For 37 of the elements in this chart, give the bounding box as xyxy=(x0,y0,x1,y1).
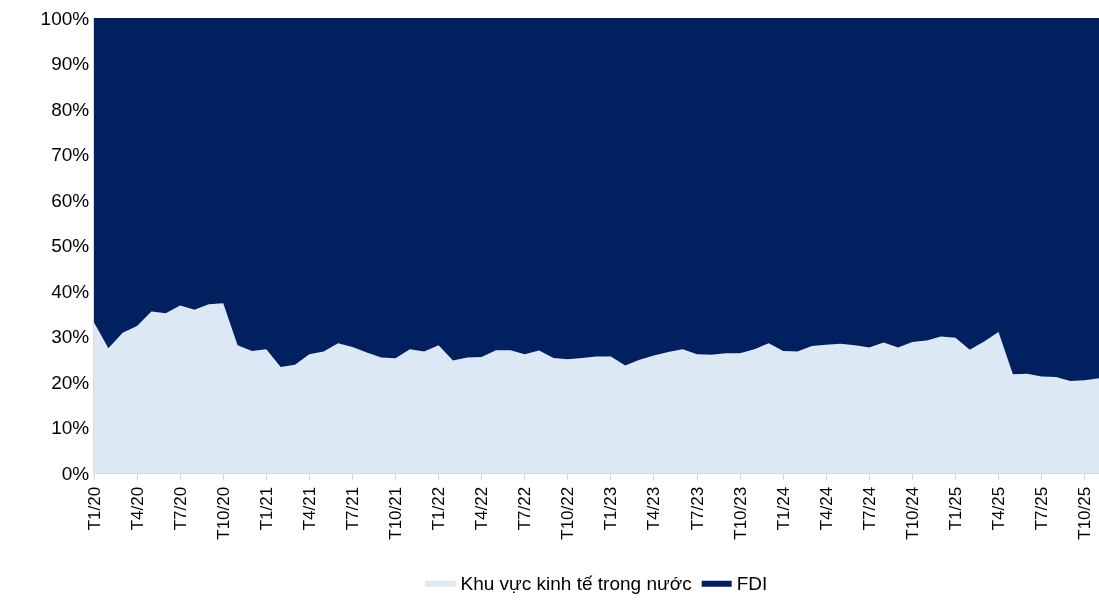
y-tick-label: 90% xyxy=(51,53,90,75)
x-tick-label: T1/23 xyxy=(601,486,621,531)
x-tick-label: T4/21 xyxy=(299,486,319,531)
y-tick-label: 10% xyxy=(51,417,90,439)
x-tick-label: T1/25 xyxy=(945,486,965,531)
x-tick-label: T1/22 xyxy=(429,486,449,531)
y-tick-label: 50% xyxy=(51,235,90,257)
x-tick-label: T10/22 xyxy=(558,486,578,540)
x-tick-label: T10/21 xyxy=(386,486,406,540)
y-tick-label: 80% xyxy=(51,98,90,120)
y-tick-label: 20% xyxy=(51,371,90,393)
x-tick-label: T10/20 xyxy=(213,486,233,540)
x-tick-label: T7/23 xyxy=(687,486,707,531)
x-tick-label: T10/25 xyxy=(1075,486,1095,540)
x-tick-label: T10/24 xyxy=(902,486,922,540)
y-tick-label: 30% xyxy=(51,326,90,348)
x-tick-label: T4/22 xyxy=(472,486,492,531)
y-tick-label: 60% xyxy=(51,189,90,211)
x-tick-label: T7/21 xyxy=(342,486,362,531)
x-tick-label: T4/24 xyxy=(816,486,836,531)
x-tick-label: T7/24 xyxy=(859,486,879,531)
x-tick-label: T1/21 xyxy=(256,486,276,531)
y-tick-label: 40% xyxy=(51,280,90,302)
x-tick-label: T1/20 xyxy=(84,486,104,531)
x-tick-label: T10/23 xyxy=(730,486,750,540)
legend-label: Khu vực kinh tế trong nước xyxy=(460,573,692,595)
y-tick-label: 0% xyxy=(61,462,90,484)
x-tick-label: T7/25 xyxy=(1032,486,1052,531)
x-tick-label: T4/25 xyxy=(989,486,1009,531)
legend-label: FDI xyxy=(736,573,768,595)
x-tick-label: T7/20 xyxy=(170,486,190,531)
y-tick-label: 70% xyxy=(51,144,90,166)
x-tick-label: T4/20 xyxy=(127,486,147,531)
x-tick-label: T1/24 xyxy=(773,486,793,531)
y-tick-label: 100% xyxy=(40,7,90,29)
x-tick-label: T7/22 xyxy=(515,486,535,531)
x-tick-label: T4/23 xyxy=(644,486,664,531)
